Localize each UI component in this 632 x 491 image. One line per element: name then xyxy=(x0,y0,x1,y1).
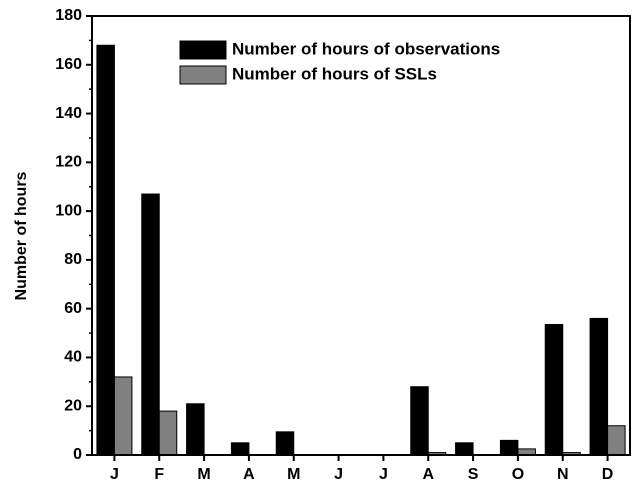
y-tick-label: 120 xyxy=(55,154,82,171)
x-tick-label: J xyxy=(379,466,388,483)
x-tick-label: A xyxy=(243,466,255,483)
y-tick-label: 80 xyxy=(64,251,82,268)
bar xyxy=(158,410,178,456)
bar xyxy=(230,442,250,456)
y-tick-label: 60 xyxy=(64,300,82,317)
x-tick-label: N xyxy=(557,466,569,483)
bar xyxy=(275,431,295,456)
bar xyxy=(499,439,519,456)
x-tick-label: J xyxy=(110,466,119,483)
y-tick-label: 0 xyxy=(73,446,82,463)
x-tick-label: F xyxy=(154,466,164,483)
y-tick-label: 40 xyxy=(64,349,82,366)
bar xyxy=(113,376,133,456)
x-tick-label: M xyxy=(197,466,210,483)
y-tick-label: 180 xyxy=(55,7,82,24)
legend-label: Number of hours of observations xyxy=(232,39,500,58)
bar xyxy=(589,317,609,456)
legend-swatch xyxy=(179,65,227,85)
legend-label: Number of hours of SSLs xyxy=(232,64,437,83)
x-tick-label: J xyxy=(334,466,343,483)
x-tick-label: S xyxy=(468,466,479,483)
y-tick-label: 160 xyxy=(55,56,82,73)
y-axis-label: Number of hours xyxy=(13,171,30,300)
x-tick-label: O xyxy=(512,466,524,483)
legend-swatch xyxy=(179,40,227,60)
x-tick-label: M xyxy=(287,466,300,483)
x-tick-label: A xyxy=(422,466,434,483)
bar xyxy=(96,44,115,456)
bar xyxy=(141,193,160,456)
bar xyxy=(544,324,564,456)
y-tick-label: 20 xyxy=(64,397,82,414)
y-tick-label: 100 xyxy=(55,202,82,219)
x-tick-label: D xyxy=(602,466,614,483)
bar xyxy=(455,442,474,456)
bar xyxy=(410,386,429,456)
y-tick-label: 140 xyxy=(55,105,82,122)
plot-frame xyxy=(91,15,631,456)
bar xyxy=(186,403,205,456)
bar xyxy=(607,425,626,456)
